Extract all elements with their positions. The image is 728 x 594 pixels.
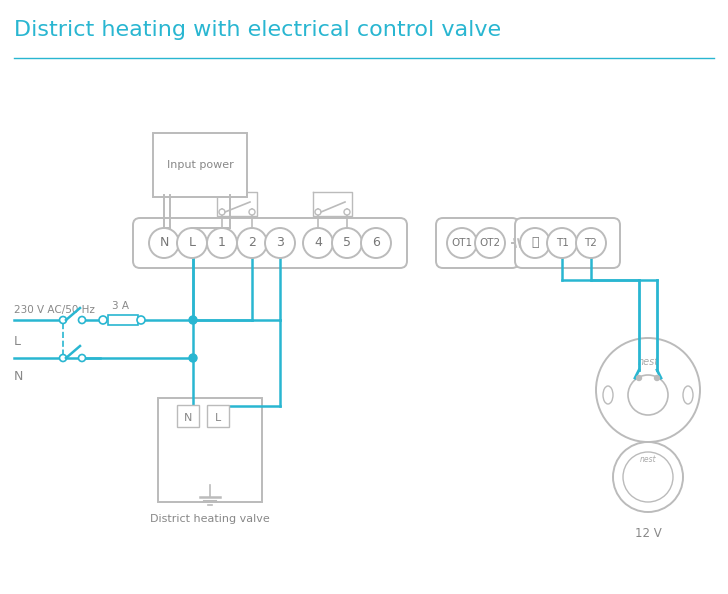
FancyBboxPatch shape	[177, 405, 199, 427]
FancyBboxPatch shape	[207, 405, 229, 427]
Circle shape	[475, 228, 505, 258]
Text: 5: 5	[343, 236, 351, 249]
Circle shape	[613, 442, 683, 512]
Circle shape	[79, 355, 85, 362]
Circle shape	[265, 228, 295, 258]
Text: 3 A: 3 A	[111, 301, 129, 311]
Circle shape	[447, 228, 477, 258]
Ellipse shape	[683, 386, 693, 404]
Circle shape	[237, 228, 267, 258]
Circle shape	[219, 209, 225, 215]
Circle shape	[137, 316, 145, 324]
Text: Input power: Input power	[167, 160, 234, 170]
Text: ⏚: ⏚	[531, 236, 539, 249]
Text: 230 V AC/50 Hz: 230 V AC/50 Hz	[14, 305, 95, 315]
Circle shape	[344, 209, 350, 215]
Text: L: L	[14, 335, 21, 348]
Circle shape	[303, 228, 333, 258]
Text: District heating valve: District heating valve	[150, 514, 270, 524]
Text: L: L	[189, 236, 196, 249]
Text: District heating with electrical control valve: District heating with electrical control…	[14, 20, 501, 40]
FancyBboxPatch shape	[133, 218, 407, 268]
Text: T2: T2	[585, 238, 598, 248]
Text: 3: 3	[276, 236, 284, 249]
Text: OT1: OT1	[451, 238, 472, 248]
Circle shape	[79, 317, 85, 324]
Circle shape	[189, 354, 197, 362]
FancyBboxPatch shape	[158, 398, 262, 502]
Text: OT2: OT2	[480, 238, 501, 248]
Circle shape	[60, 355, 66, 362]
Circle shape	[596, 338, 700, 442]
Circle shape	[99, 316, 107, 324]
Circle shape	[576, 228, 606, 258]
Text: nest: nest	[640, 454, 657, 463]
Circle shape	[189, 316, 197, 324]
Text: L: L	[215, 413, 221, 423]
Text: N: N	[183, 413, 192, 423]
Text: nest: nest	[638, 357, 659, 367]
Circle shape	[249, 209, 255, 215]
Text: T1: T1	[555, 238, 569, 248]
Ellipse shape	[603, 386, 613, 404]
Circle shape	[332, 228, 362, 258]
Text: 6: 6	[372, 236, 380, 249]
Circle shape	[520, 228, 550, 258]
Circle shape	[636, 375, 641, 381]
Text: N: N	[159, 236, 169, 249]
Circle shape	[60, 317, 66, 324]
Circle shape	[628, 375, 668, 415]
Text: 12 V: 12 V	[635, 527, 661, 540]
Circle shape	[207, 228, 237, 258]
Text: 4: 4	[314, 236, 322, 249]
Circle shape	[177, 228, 207, 258]
Circle shape	[623, 452, 673, 502]
Circle shape	[149, 228, 179, 258]
Circle shape	[361, 228, 391, 258]
FancyBboxPatch shape	[108, 315, 138, 325]
Text: 1: 1	[218, 236, 226, 249]
FancyBboxPatch shape	[515, 218, 620, 268]
Circle shape	[315, 209, 321, 215]
Text: 2: 2	[248, 236, 256, 249]
Circle shape	[547, 228, 577, 258]
FancyBboxPatch shape	[153, 133, 247, 197]
Text: N: N	[14, 370, 23, 383]
Circle shape	[654, 375, 660, 381]
FancyBboxPatch shape	[436, 218, 519, 268]
